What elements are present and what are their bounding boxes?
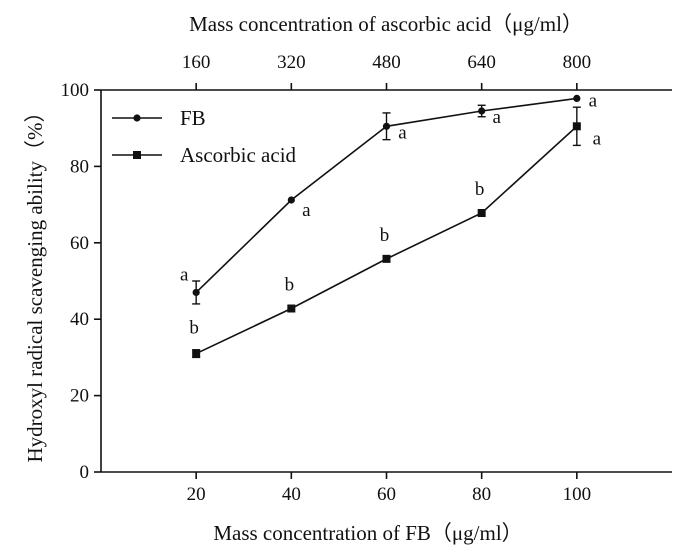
x2-tick-label: 800 bbox=[563, 52, 592, 73]
data-point bbox=[478, 107, 486, 115]
x-tick-label: 20 bbox=[187, 484, 206, 505]
significance-label: a bbox=[593, 128, 602, 149]
legend-marker bbox=[133, 114, 141, 122]
x2-tick-label: 640 bbox=[467, 52, 496, 73]
data-point bbox=[477, 209, 486, 218]
data-point bbox=[382, 254, 391, 263]
x2-axis-title: Mass concentration of ascorbic acid（μg/m… bbox=[189, 12, 583, 36]
significance-label: b bbox=[189, 318, 199, 339]
x2-tick-label: 320 bbox=[277, 52, 306, 73]
data-point bbox=[192, 349, 201, 358]
x2-tick-label: 480 bbox=[372, 52, 401, 73]
data-point bbox=[287, 196, 295, 204]
x-axis-title: Mass concentration of FB（μg/ml） bbox=[213, 521, 522, 545]
data-point bbox=[382, 122, 391, 130]
ticks: 0 20 40 60 80 100 20 40 60 80 100 160 320 480 640 800 bbox=[61, 52, 592, 505]
data-point bbox=[573, 94, 581, 103]
legend-label: FB bbox=[180, 106, 206, 130]
legend: FB Ascorbic acid bbox=[112, 106, 297, 167]
legend-label: Ascorbic acid bbox=[180, 143, 297, 167]
data-point bbox=[287, 304, 296, 313]
data-point bbox=[192, 288, 200, 297]
y-axis-title: Hydroxyl radical scavenging ability（%） bbox=[23, 102, 47, 463]
x-tick-label: 80 bbox=[472, 484, 491, 505]
significance-label: a bbox=[180, 264, 189, 285]
significance-label: b bbox=[475, 179, 485, 200]
y-tick-label: 100 bbox=[61, 80, 90, 101]
data-point bbox=[572, 122, 581, 131]
significance-label: b bbox=[285, 275, 295, 296]
y-tick-label: 60 bbox=[70, 233, 89, 254]
significance-label: a bbox=[492, 107, 501, 128]
data-markers bbox=[192, 94, 581, 358]
y-tick-label: 80 bbox=[70, 156, 89, 177]
significance-label: a bbox=[398, 122, 407, 143]
x-tick-label: 40 bbox=[282, 484, 301, 505]
y-tick-label: 0 bbox=[80, 462, 90, 483]
significance-label: b bbox=[380, 225, 390, 246]
y-tick-label: 20 bbox=[70, 386, 89, 407]
x-tick-label: 100 bbox=[563, 484, 592, 505]
x2-tick-label: 160 bbox=[182, 52, 211, 73]
significance-label: a bbox=[302, 200, 311, 221]
legend-marker bbox=[133, 151, 141, 159]
x-tick-label: 60 bbox=[377, 484, 396, 505]
y-tick-label: 40 bbox=[70, 309, 89, 330]
significance-label: a bbox=[589, 90, 598, 111]
